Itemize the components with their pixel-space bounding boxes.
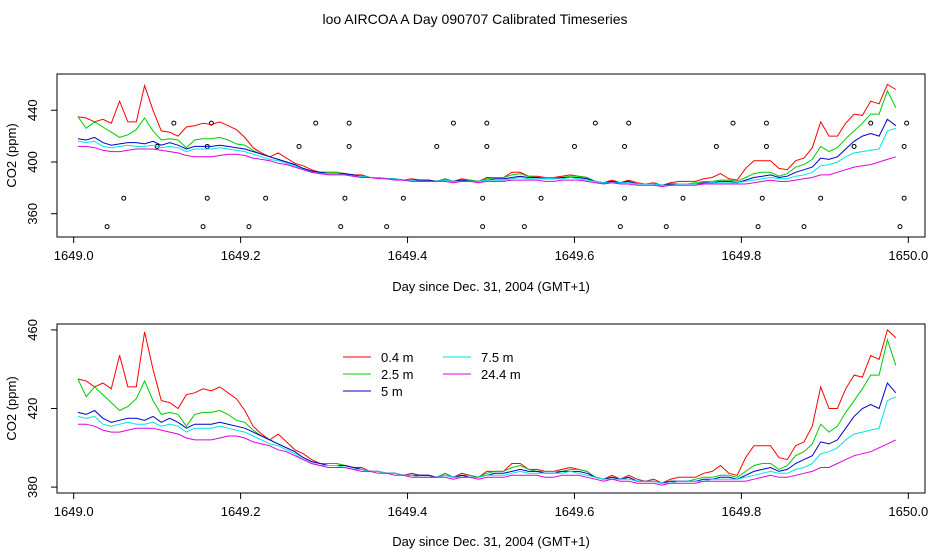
- upper-series-line-2-5-m: [77, 89, 897, 186]
- legend-label: 2.5 m: [381, 367, 414, 382]
- legend-label: 0.4 m: [381, 350, 414, 365]
- reference-point: [901, 143, 907, 149]
- lower-y-axis-label: CO2 (ppm): [4, 376, 19, 440]
- upper-y-axis: 360 400 440: [25, 99, 57, 225]
- reference-point: [901, 195, 907, 201]
- upper-x-axis-label: Day since Dec. 31, 2004 (GMT+1): [392, 279, 590, 294]
- upper-x-tick-label: 1649.2: [221, 248, 261, 263]
- reference-point: [484, 143, 490, 149]
- reference-point: [759, 195, 765, 201]
- upper-y-tick-label: 400: [25, 151, 40, 173]
- reference-point: [571, 143, 577, 149]
- reference-point: [763, 143, 769, 149]
- lower-x-tick-label: 1649.8: [722, 504, 762, 519]
- reference-point: [801, 224, 807, 230]
- reference-point: [104, 224, 110, 230]
- upper-series-line-24-4-m: [77, 145, 896, 188]
- reference-point: [622, 143, 628, 149]
- reference-point: [208, 120, 214, 126]
- reference-point: [346, 143, 352, 149]
- lower-x-tick-label: 1650.0: [888, 504, 928, 519]
- reference-point: [480, 224, 486, 230]
- upper-x-tick-label: 1650.0: [888, 248, 928, 263]
- upper-plot-frame: [56, 73, 926, 238]
- lower-panel: 1649.0 1649.2 1649.4 1649.6 1649.8 1650.0 380…: [4, 319, 928, 549]
- legend-label: 5 m: [381, 384, 403, 399]
- lower-x-tick-label: 1649.6: [555, 504, 595, 519]
- reference-point: [521, 224, 527, 230]
- reference-point: [868, 120, 874, 126]
- legend-label: 24.4 m: [481, 367, 521, 382]
- lower-series-line-24-4-m: [77, 423, 897, 486]
- reference-point: [313, 120, 319, 126]
- legend-label: 7.5 m: [481, 350, 514, 365]
- upper-y-tick-label: 360: [25, 203, 40, 225]
- upper-x-tick-label: 1649.4: [388, 248, 428, 263]
- reference-point: [538, 195, 544, 201]
- upper-x-axis: 1649.0 1649.2 1649.4 1649.6 1649.8 1650.0: [54, 237, 928, 263]
- reference-point: [622, 195, 628, 201]
- reference-point: [346, 120, 352, 126]
- reference-point: [263, 195, 269, 201]
- upper-x-tick-label: 1649.0: [54, 248, 94, 263]
- reference-point: [400, 195, 406, 201]
- upper-series-line-5-m: [77, 118, 897, 186]
- lower-series-line-0-4-m: [77, 328, 897, 484]
- upper-panel: 1649.0 1649.2 1649.4 1649.6 1649.8 1650.0 360…: [4, 73, 928, 294]
- upper-x-tick-label: 1649.8: [722, 248, 762, 263]
- reference-point: [434, 143, 440, 149]
- reference-point: [154, 143, 160, 149]
- reference-point: [763, 120, 769, 126]
- upper-series-lines: [77, 83, 897, 188]
- upper-x-tick-label: 1649.6: [555, 248, 595, 263]
- reference-point: [200, 224, 206, 230]
- upper-y-axis-label: CO2 (ppm): [4, 123, 19, 187]
- reference-point: [851, 143, 857, 149]
- reference-point: [904, 120, 910, 126]
- lower-x-tick-label: 1649.0: [54, 504, 94, 519]
- lower-x-axis: 1649.0 1649.2 1649.4 1649.6 1649.8 1650.0: [54, 493, 928, 519]
- lower-y-tick-label: 420: [25, 398, 40, 420]
- legend: 0.4 m 2.5 m 5 m 7.5 m 24.4 m: [343, 350, 521, 399]
- upper-series-line-7-5-m: [77, 127, 896, 186]
- lower-x-tick-label: 1649.2: [221, 504, 261, 519]
- lower-series-lines: [77, 328, 897, 486]
- lower-series-line-2-5-m: [77, 337, 897, 484]
- upper-series-line-0-4-m: [77, 83, 897, 186]
- reference-point: [626, 120, 632, 126]
- reference-point: [617, 224, 623, 230]
- reference-point: [384, 224, 390, 230]
- reference-point: [204, 195, 210, 201]
- reference-point: [713, 143, 719, 149]
- reference-point: [663, 224, 669, 230]
- lower-y-tick-label: 380: [25, 476, 40, 498]
- upper-y-tick-label: 440: [25, 99, 40, 121]
- reference-point: [484, 120, 490, 126]
- reference-point: [121, 195, 127, 201]
- reference-point: [480, 195, 486, 201]
- reference-point: [592, 120, 598, 126]
- reference-point: [755, 224, 761, 230]
- upper-reference-points: [104, 120, 910, 230]
- reference-point: [818, 195, 824, 201]
- lower-x-tick-label: 1649.4: [388, 504, 428, 519]
- reference-point: [730, 120, 736, 126]
- reference-point: [897, 224, 903, 230]
- reference-point: [338, 224, 344, 230]
- figure-title: loo AIRCOA A Day 090707 Calibrated Times…: [322, 11, 627, 27]
- lower-y-axis: 380 420 460: [25, 319, 57, 498]
- lower-y-tick-label: 460: [25, 319, 40, 341]
- reference-point: [246, 224, 252, 230]
- reference-point: [342, 195, 348, 201]
- lower-series-line-5-m: [77, 381, 897, 484]
- reference-point: [680, 195, 686, 201]
- lower-x-axis-label: Day since Dec. 31, 2004 (GMT+1): [392, 534, 590, 549]
- reference-point: [296, 143, 302, 149]
- reference-point: [171, 120, 177, 126]
- reference-point: [450, 120, 456, 126]
- lower-series-line-7-5-m: [77, 396, 897, 484]
